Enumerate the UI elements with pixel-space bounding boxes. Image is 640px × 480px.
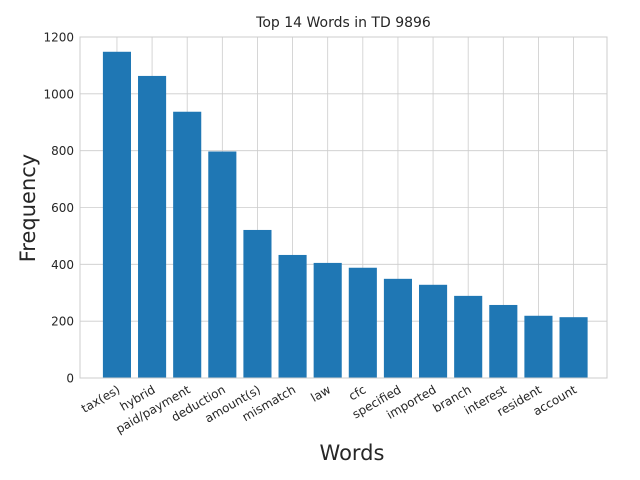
bar-amount-s [243,229,272,378]
bar-cfc [348,267,377,378]
y-tick-label: 200 [51,315,74,329]
y-tick-labels: 0 200 400 600 800 1000 1200 [43,31,74,386]
bars [102,51,588,378]
y-tick-label: 800 [51,144,74,158]
plot-frame [79,36,608,379]
bar-tax-es [102,51,131,378]
y-tick-label: 600 [51,201,74,215]
bar-hybrid [138,75,167,378]
bar-interest [489,304,518,378]
bar-imported [419,284,448,378]
chart-title: Top 14 Words in TD 9896 [255,15,431,31]
bar-deduction [208,151,237,378]
x-axis-title: Words [320,441,385,465]
bar-resident [524,315,553,378]
y-tick-label: 0 [66,372,74,386]
y-tick-label: 1200 [43,31,74,45]
bar-law [313,262,342,378]
bar-branch [454,295,483,378]
y-tick-label: 1000 [43,87,74,101]
y-tick-label: 400 [51,258,74,272]
y-axis-title: Frequency [16,154,40,263]
bar-mismatch [278,254,307,378]
bar-paid-payment [173,111,202,378]
bar-account [559,317,588,378]
bar-specified [383,278,412,378]
